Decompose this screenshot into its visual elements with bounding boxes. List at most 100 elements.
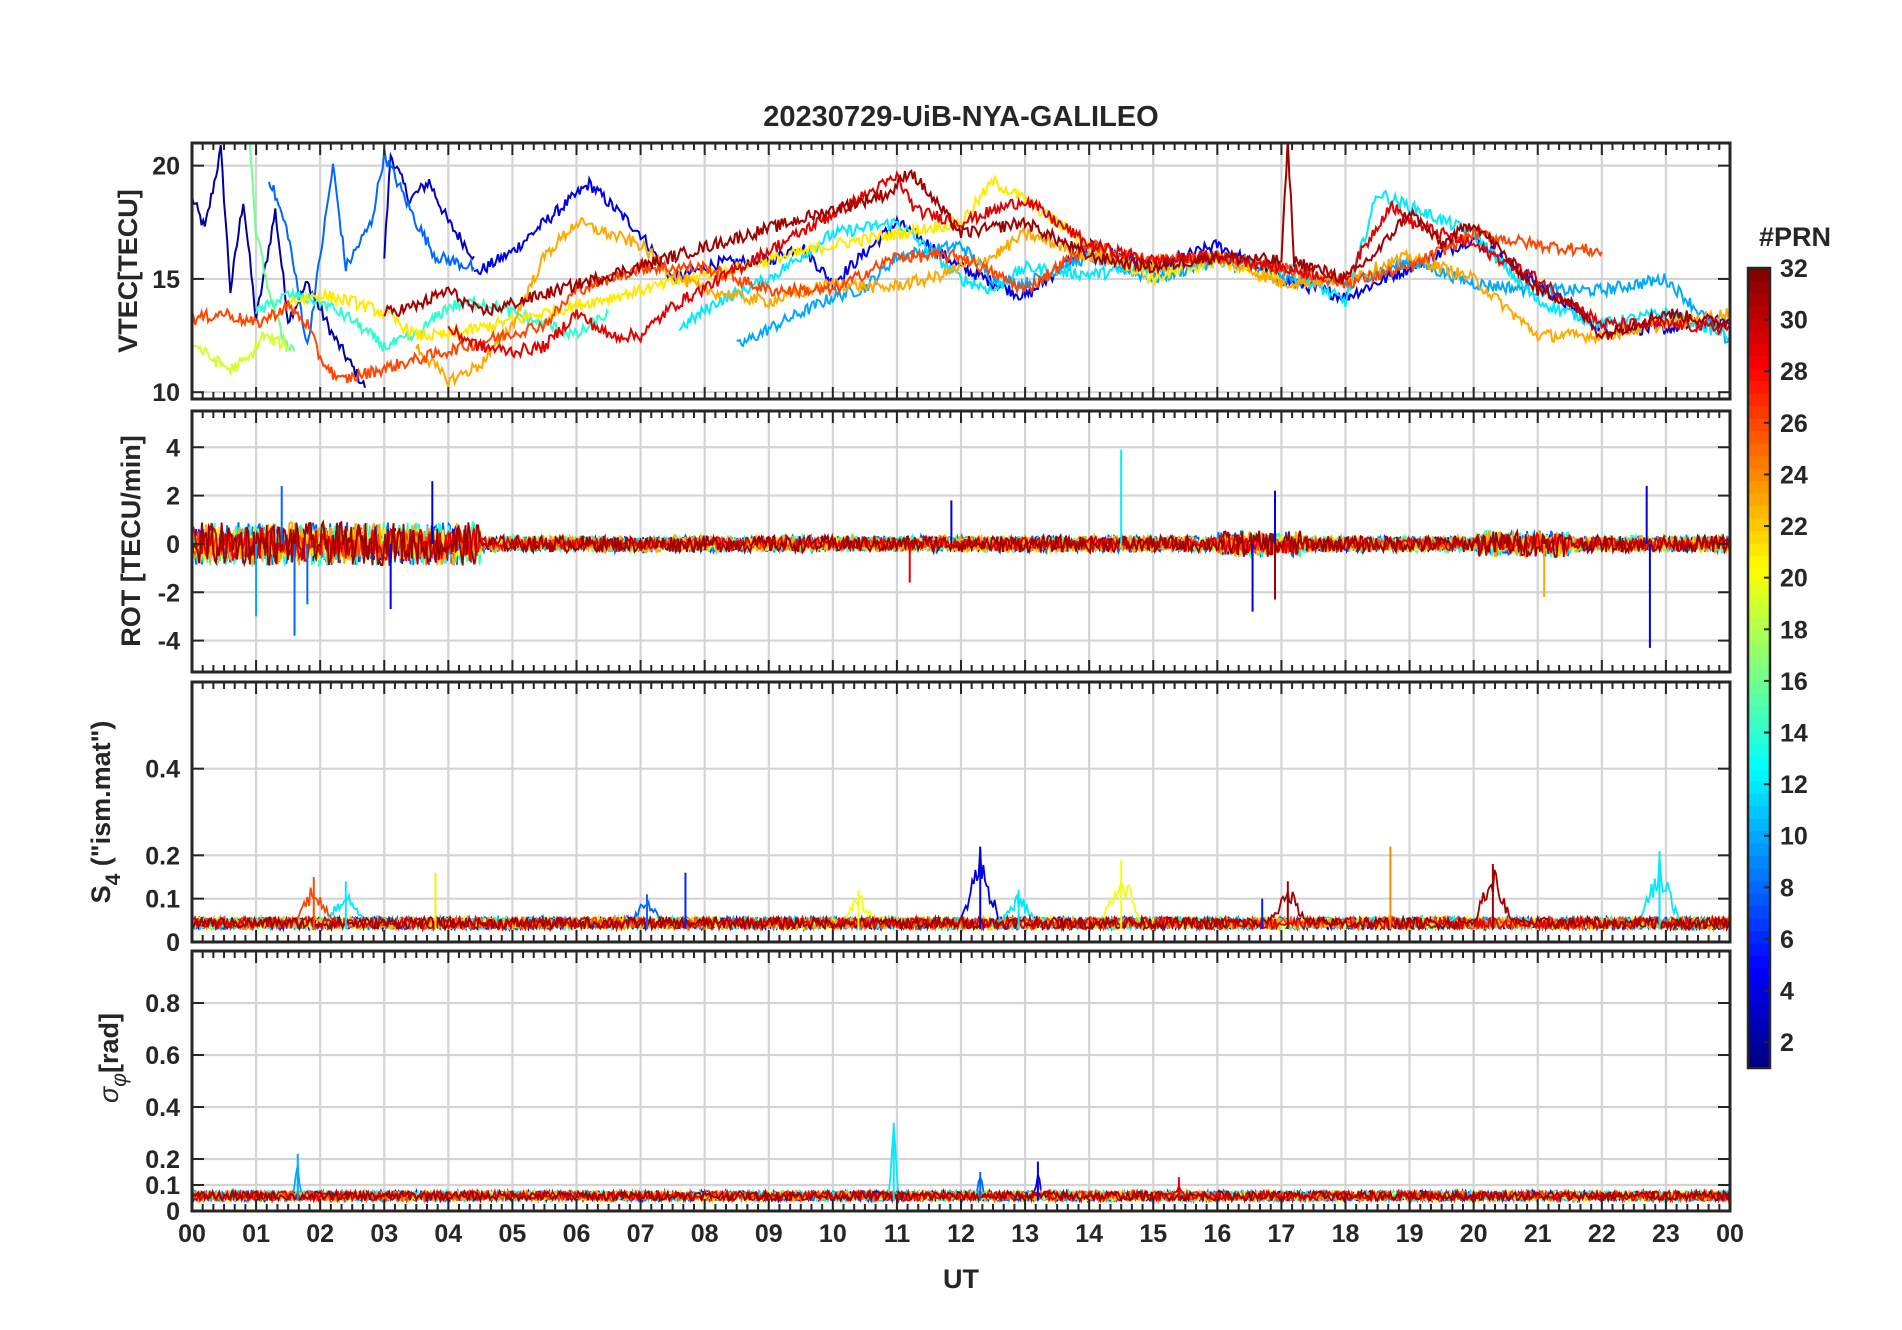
- colorbar-tick-label: 20: [1780, 565, 1808, 593]
- colorbar-segment: [1748, 393, 1770, 407]
- colorbar-segment: [1748, 905, 1770, 919]
- chart-title: 20230729-UiB-NYA-GALILEO: [763, 101, 1158, 133]
- colorbar-segment: [1748, 868, 1770, 882]
- colorbar-tick-label: 4: [1780, 978, 1794, 1006]
- x-axis-label: UT: [943, 1264, 979, 1294]
- colorbar-segment: [1748, 505, 1770, 519]
- colorbar-tick-label: 2: [1780, 1029, 1794, 1057]
- series-line-prn-16: [248, 143, 296, 352]
- x-tick-label: 23: [1652, 1220, 1680, 1248]
- colorbar-segment: [1748, 543, 1770, 557]
- colorbar-segment: [1748, 593, 1770, 607]
- y-tick-label: 0.1: [145, 1172, 180, 1200]
- colorbar-segment: [1748, 880, 1770, 894]
- y-tick-label: 2: [166, 483, 180, 511]
- s4-line-prn-31: [192, 869, 1730, 933]
- rot-y-ticks: -4 -2 0 2 4: [158, 434, 180, 655]
- rot-series-group: [192, 449, 1730, 648]
- colorbar-segment: [1748, 993, 1770, 1007]
- y-tick-label: 0.2: [145, 842, 180, 870]
- x-tick-label: 11: [884, 1220, 911, 1248]
- rot-y-axis-label: ROT [TECU/min]: [116, 435, 146, 646]
- colorbar-tick-label: 10: [1780, 823, 1808, 851]
- colorbar-segment: [1748, 955, 1770, 969]
- colorbar-tick-label: 14: [1780, 720, 1808, 748]
- colorbar-segment: [1748, 493, 1770, 507]
- colorbar-segment: [1748, 968, 1770, 982]
- sigphi-grid: [190, 951, 1732, 1213]
- colorbar-segment: [1748, 380, 1770, 394]
- s4-frame: [190, 680, 1732, 944]
- y-tick-label: 0.6: [145, 1042, 180, 1070]
- panel-rot: -4 -2 0 2 4 ROT [TECU/min]: [116, 409, 1732, 674]
- colorbar-segment: [1748, 405, 1770, 419]
- series-line-prn-31: [383, 143, 1730, 340]
- x-tick-label: 05: [499, 1220, 527, 1248]
- colorbar-segment: [1748, 418, 1770, 432]
- x-tick-label: 01: [242, 1220, 270, 1248]
- colorbar-segment: [1748, 530, 1770, 544]
- series-line-prn-23: [415, 216, 1730, 388]
- colorbar-segment: [1748, 668, 1770, 682]
- series-line-prn-26: [192, 225, 1603, 384]
- series-line-prn-12: [678, 189, 1730, 342]
- colorbar-segment: [1748, 1005, 1770, 1019]
- sigphi-frame: [190, 949, 1732, 1213]
- colorbar-tick-label: 8: [1780, 874, 1794, 902]
- colorbar-segment: [1748, 918, 1770, 932]
- colorbar-segment: [1748, 780, 1770, 794]
- colorbar-segment: [1748, 680, 1770, 694]
- colorbar-segment: [1748, 330, 1770, 344]
- colorbar-segment: [1748, 455, 1770, 469]
- x-tick-label: 17: [1268, 1220, 1296, 1248]
- colorbar-segment: [1748, 580, 1770, 594]
- x-tick-label: 09: [755, 1220, 783, 1248]
- s4-grid: [190, 682, 1732, 944]
- colorbar-segment: [1748, 430, 1770, 444]
- colorbar-segment: [1748, 318, 1770, 332]
- colorbar-segment: [1748, 818, 1770, 832]
- x-tick-label: 06: [563, 1220, 591, 1248]
- colorbar-tick-label: 18: [1780, 616, 1808, 644]
- rot-frame: [190, 409, 1732, 674]
- colorbar-segment: [1748, 618, 1770, 632]
- x-tick-label: 07: [627, 1220, 655, 1248]
- colorbar-segment: [1748, 943, 1770, 957]
- colorbar-segment: [1748, 768, 1770, 782]
- colorbar-tick-label: 12: [1780, 771, 1808, 799]
- series-line-prn-14: [255, 286, 610, 352]
- y-tick-label: 0.4: [145, 1094, 180, 1122]
- colorbar-segment: [1748, 443, 1770, 457]
- colorbar-segment: [1748, 605, 1770, 619]
- colorbar-segment: [1748, 268, 1770, 282]
- colorbar-segment: [1748, 518, 1770, 532]
- panel-s4: 0 0.1 0.2 0.4 S4 ("ism.mat"): [86, 680, 1732, 957]
- colorbar-segment: [1748, 480, 1770, 494]
- colorbar-tick-label: 30: [1780, 307, 1808, 335]
- x-tick-label: 14: [1075, 1220, 1103, 1248]
- colorbar-segment: [1748, 843, 1770, 857]
- x-tick-label: 03: [370, 1220, 398, 1248]
- y-tick-label: 4: [166, 434, 180, 462]
- y-tick-label: 0: [166, 1198, 180, 1226]
- colorbar-segment: [1748, 793, 1770, 807]
- y-tick-label: 0: [166, 929, 180, 957]
- panel-vtec: 10 15 20 VTEC[TECU]: [113, 141, 1732, 407]
- y-tick-label: -2: [158, 579, 180, 607]
- colorbar-segment: [1748, 980, 1770, 994]
- rot-line-prn-31: [192, 519, 1730, 567]
- x-tick-label: 16: [1203, 1220, 1231, 1248]
- colorbar-segment: [1748, 893, 1770, 907]
- x-tick-label: 10: [819, 1220, 847, 1248]
- x-tick-label: 15: [1139, 1220, 1167, 1248]
- sigphi-y-axis-label: σφ[rad]: [94, 1013, 131, 1103]
- colorbar-segment: [1748, 930, 1770, 944]
- colorbar-segment: [1748, 855, 1770, 869]
- colorbar-tick-label: 24: [1780, 461, 1808, 489]
- vtec-frame: [190, 141, 1732, 401]
- panel-sigphi: 00.10.2 0.4 0.6 0.8 σφ[rad]: [94, 949, 1732, 1226]
- s4-y-axis-label: S4 ("ism.mat"): [86, 721, 125, 904]
- series-line-prn-3: [383, 151, 475, 261]
- x-tick-label: 21: [1524, 1220, 1552, 1248]
